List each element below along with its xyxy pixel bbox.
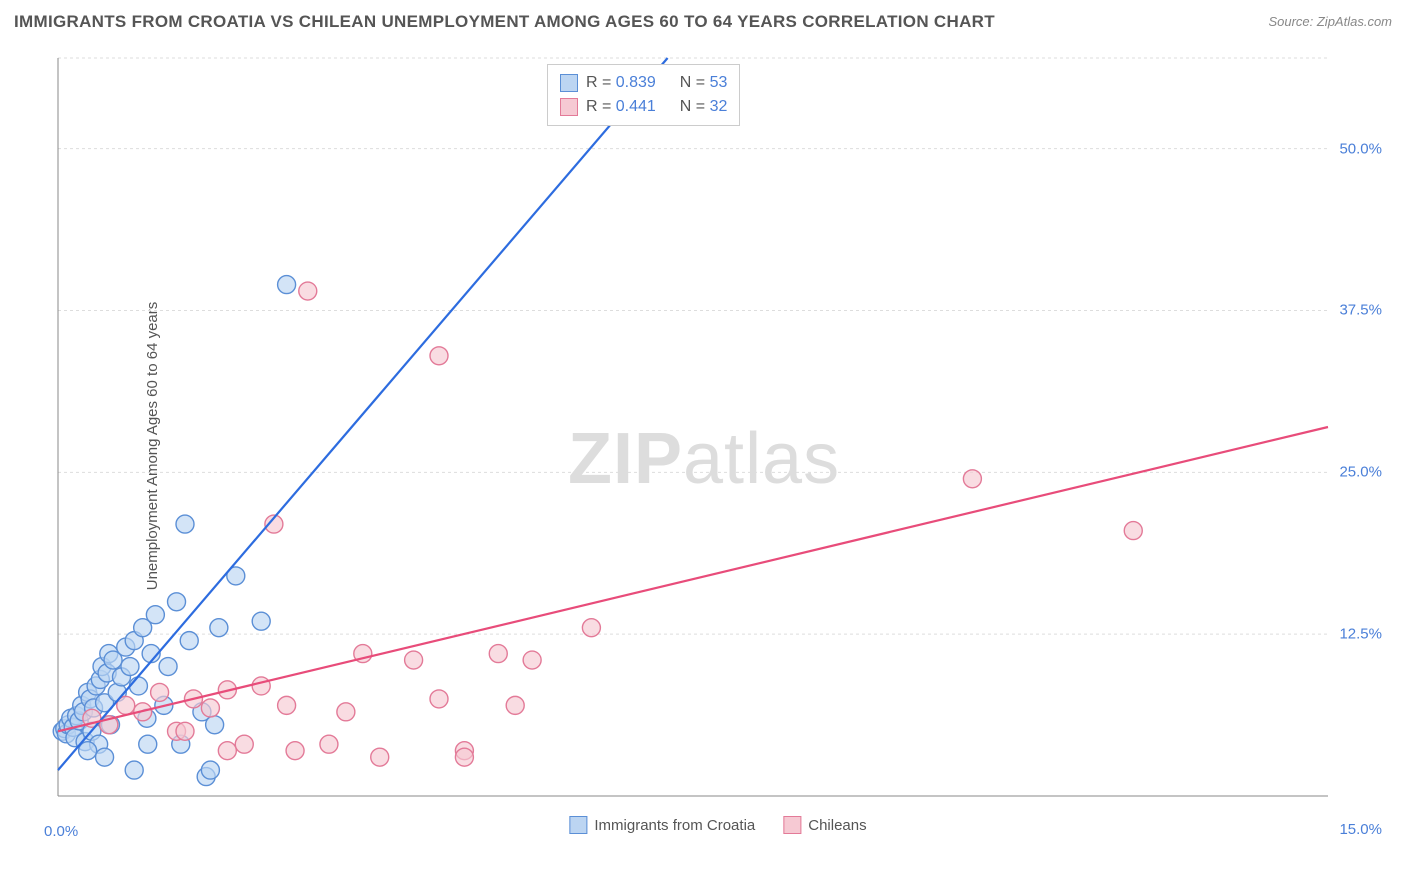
stats-swatch-icon — [560, 74, 578, 92]
legend-label-chileans: Chileans — [808, 817, 866, 834]
legend-swatch-croatia — [569, 816, 587, 834]
origin-tick-label: 0.0% — [44, 823, 78, 840]
legend-label-croatia: Immigrants from Croatia — [594, 817, 755, 834]
stats-n-label: N = 53 — [680, 71, 728, 95]
y-tick-label: 25.0% — [1339, 464, 1382, 481]
stats-r-label: R = 0.441 — [586, 95, 656, 119]
chart-plot-area: ZIPatlas R = 0.839N = 53R = 0.441N = 32 … — [48, 48, 1388, 838]
stats-row-croatia: R = 0.839 N = 53 — [560, 71, 727, 95]
y-tick-label: 50.0% — [1339, 140, 1382, 157]
y-tick-label: 12.5% — [1339, 626, 1382, 643]
source-attribution: Source: ZipAtlas.com — [1268, 14, 1392, 29]
chart-header: IMMIGRANTS FROM CROATIA VS CHILEAN UNEMP… — [14, 12, 1392, 42]
stats-n-label: N = 32 — [680, 95, 728, 119]
stats-row-chileans: R = 0.441 N = 32 — [560, 95, 727, 119]
correlation-stats-box: R = 0.839 N = 53 R = 0.441 N = 32 — [547, 64, 740, 126]
y-tick-label: 37.5% — [1339, 302, 1382, 319]
stats-swatch-icon — [560, 98, 578, 116]
scatter-plot-svg — [48, 48, 1388, 838]
chart-title: IMMIGRANTS FROM CROATIA VS CHILEAN UNEMP… — [14, 12, 995, 31]
x-max-tick-label: 15.0% — [1339, 821, 1382, 838]
x-axis-legend: Immigrants from Croatia Chileans — [569, 816, 866, 834]
legend-item-chileans: Chileans — [783, 816, 866, 834]
stats-r-label: R = 0.839 — [586, 71, 656, 95]
legend-item-croatia: Immigrants from Croatia — [569, 816, 755, 834]
legend-swatch-chileans — [783, 816, 801, 834]
